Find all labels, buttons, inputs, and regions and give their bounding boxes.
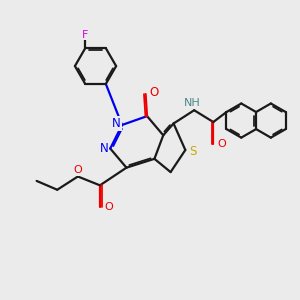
Text: S: S [189, 145, 196, 158]
Text: O: O [217, 139, 226, 149]
Text: NH: NH [184, 98, 201, 108]
Text: F: F [82, 30, 88, 40]
Text: O: O [104, 202, 113, 212]
Text: O: O [73, 165, 82, 175]
Text: N: N [112, 117, 121, 130]
Text: O: O [149, 86, 158, 99]
Text: N: N [99, 142, 108, 155]
